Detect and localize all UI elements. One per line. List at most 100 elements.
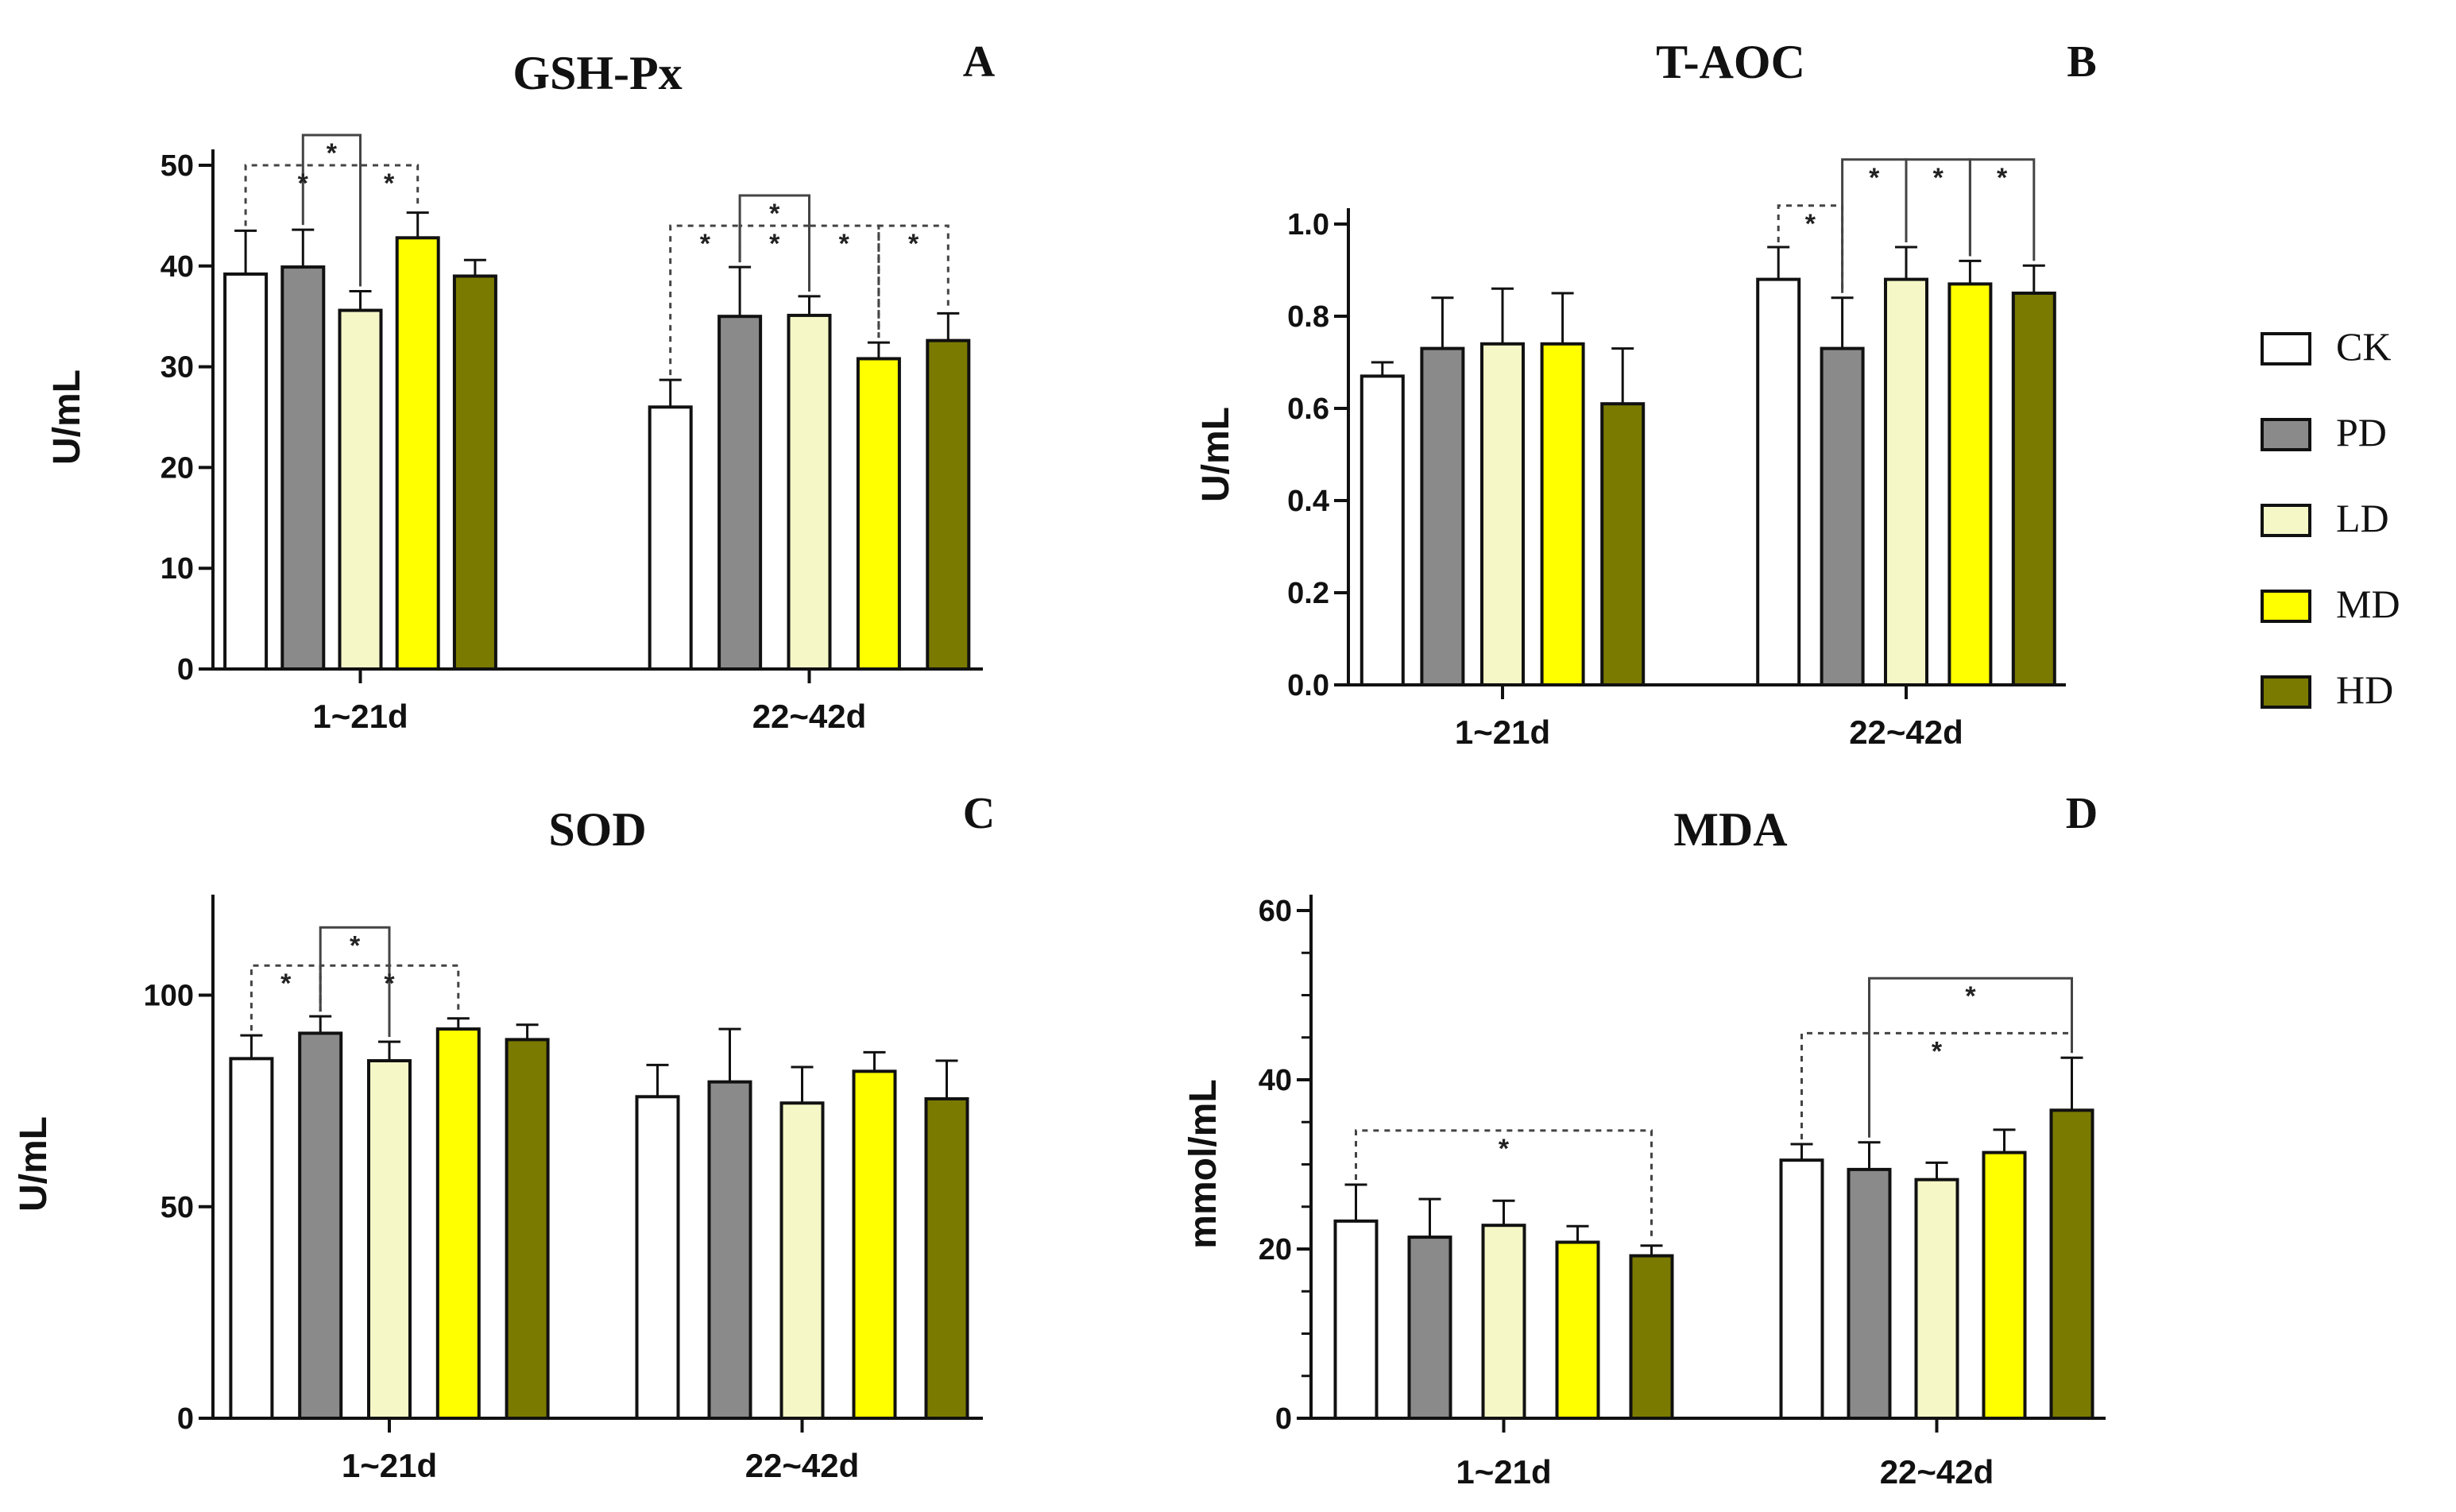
significance-bracket [359,164,420,287]
y-tick-label: 50 [161,149,194,183]
significance-star: * [1805,209,1816,239]
y-tick-label: 0.0 [1287,669,1329,702]
legend-swatch-LD [2261,504,2311,537]
chart-title: MDA [1673,803,1787,856]
significance-bracket [669,224,741,376]
y-axis-label: U/mL [46,369,88,465]
y-tick-label: 30 [161,351,194,385]
x-tick-label: 1~21d [342,1447,437,1484]
significance-star: * [839,229,850,259]
bar-MD-1 [1555,1240,1600,1420]
bar-MD-2 [856,357,901,671]
significance-star: * [769,229,780,259]
significance-star: * [384,969,395,999]
chart-panel-C: SOD C U/mL 0 50 100 1~21d 22~42d * * * [13,789,995,1484]
legend-label-PD: PD [2336,410,2387,454]
y-tick-label: 20 [1259,1233,1292,1266]
bar-HD-1 [452,274,497,671]
bar-CK-1 [1333,1219,1379,1420]
significance-bracket [1355,1129,1653,1241]
y-tick-label: 40 [1259,1064,1292,1097]
significance-bracket [1968,158,2036,261]
y-tick-label: 0 [177,653,194,686]
bar-PD-2 [707,1080,752,1420]
bar-CK-2 [1756,277,1801,686]
y-tick-label: 0.6 [1287,393,1329,426]
significance-bracket [877,224,950,338]
y-tick-label: 1.0 [1287,208,1329,242]
panel-letter: D [2066,789,2098,838]
significance-bracket [301,133,362,287]
y-tick-label: 0.4 [1287,485,1329,518]
x-tick-label: 1~21d [1456,1453,1551,1491]
x-tick-label: 22~42d [752,698,867,735]
y-axis-label: U/mL [1195,407,1237,502]
bar-PD-2 [1847,1167,1892,1420]
significance-star: * [1869,163,1880,193]
bar-LD-2 [787,313,832,671]
significance-star: * [769,199,780,229]
bar-CK-1 [1360,374,1405,686]
bar-MD-2 [1947,282,1993,686]
bar-LD-2 [1914,1178,1959,1421]
y-tick-label: 0 [177,1402,194,1436]
bar-CK-1 [223,272,269,671]
bar-MD-2 [852,1069,897,1420]
panel-letter: C [963,789,995,838]
significance-star: * [280,969,292,999]
y-axis-label: U/mL [13,1116,55,1212]
x-tick-label: 22~42d [1880,1453,1994,1491]
chart-panel-B: T-AOC B U/mL 0.0 0.2 0.4 0.6 0.8 1.0 1~21d 22~42d *… [1195,36,2097,751]
bar-HD-2 [926,338,971,671]
significance-star: * [1997,163,2008,193]
bar-PD-1 [1420,346,1465,686]
significance-star: * [1965,981,1976,1011]
legend-swatch-HD [2261,675,2311,709]
y-tick-label: 50 [161,1191,194,1224]
bar-HD-1 [505,1038,550,1420]
bar-PD-1 [298,1031,343,1421]
bar-LD-2 [779,1101,825,1420]
x-tick-label: 1~21d [1455,713,1550,751]
bar-CK-2 [648,405,693,671]
legend-swatch-MD [2261,590,2311,623]
bar-HD-2 [924,1096,969,1421]
y-tick-label: 60 [1259,895,1292,928]
legend-swatch-PD [2261,418,2311,451]
bar-LD-1 [1481,1224,1526,1421]
y-tick-label: 10 [161,552,194,586]
x-tick-label: 22~42d [745,1447,860,1484]
significance-bracket [319,964,460,1014]
bar-LD-2 [1884,277,1928,686]
bar-MD-2 [1982,1150,2027,1420]
bar-PD-1 [280,265,326,671]
bar-MD-1 [435,1027,481,1420]
bar-CK-1 [229,1057,274,1420]
significance-star: * [1933,163,1944,193]
legend: CK PD LD MD HD [2261,324,2400,712]
legend-label-LD: LD [2336,496,2389,540]
bar-HD-2 [2049,1108,2094,1420]
y-tick-label: 0.8 [1287,300,1329,334]
significance-star: * [327,138,338,168]
panel-letter: B [2067,37,2096,87]
bar-HD-1 [1600,402,1646,686]
y-tick-label: 40 [161,250,194,284]
significance-star: * [1499,1134,1510,1164]
y-tick-label: 0.2 [1287,577,1329,610]
bar-HD-1 [1629,1254,1674,1421]
significance-star: * [1932,1036,1943,1066]
y-axis-label: mmol/mL [1182,1079,1224,1248]
x-tick-label: 22~42d [1849,713,1963,751]
bar-PD-1 [1407,1236,1452,1420]
bar-PD-2 [717,315,763,671]
bar-MD-1 [395,236,440,671]
significance-bracket [738,224,810,292]
significance-star: * [298,168,309,199]
bar-CK-2 [1779,1158,1824,1421]
chart-title: GSH-Px [512,47,682,99]
chart-title: T-AOC [1656,36,1805,88]
significance-star: * [384,168,395,199]
